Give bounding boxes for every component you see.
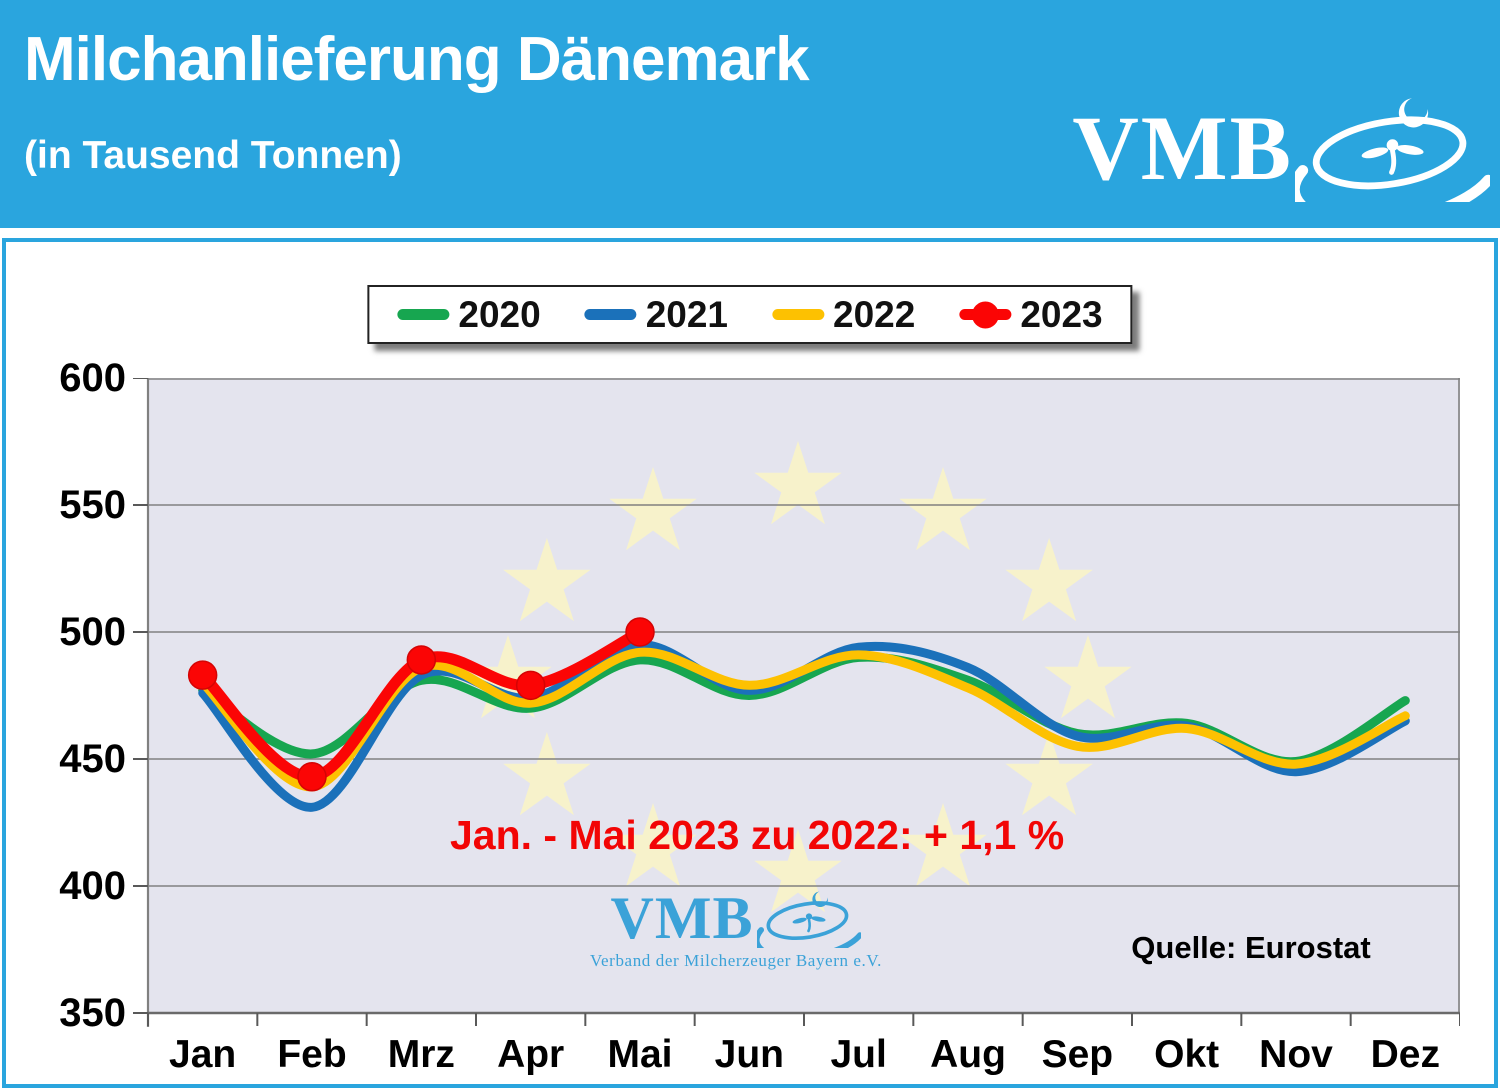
legend-swatch-2023 bbox=[959, 301, 1012, 328]
y-tick-label-550: 550 bbox=[59, 483, 126, 527]
source-label: Quelle: Eurostat bbox=[1131, 930, 1371, 965]
eu-stars-watermark bbox=[464, 441, 1132, 913]
y-tick-label-450: 450 bbox=[59, 737, 126, 781]
x-tick-label-Jul: Jul bbox=[830, 1033, 887, 1076]
vmb-watermark: VMB Verband der Milcherzeuger Baye bbox=[561, 888, 911, 971]
eu-star-icon bbox=[754, 829, 842, 913]
legend-item-2022: 2022 bbox=[772, 296, 915, 333]
y-tick-label-350: 350 bbox=[59, 991, 126, 1035]
legend-swatch-2022 bbox=[772, 309, 824, 320]
y-tick-label-500: 500 bbox=[59, 610, 126, 654]
x-tick-label-Jun: Jun bbox=[714, 1033, 784, 1076]
eu-star-icon bbox=[1044, 635, 1132, 719]
vmb-watermark-row: VMB bbox=[611, 888, 862, 948]
x-tick-label-Mai: Mai bbox=[607, 1033, 673, 1076]
x-tick-label-Aug: Aug bbox=[930, 1033, 1006, 1076]
legend-item-2021: 2021 bbox=[584, 294, 728, 335]
x-tick-label-Apr: Apr bbox=[497, 1033, 565, 1076]
eu-star-icon bbox=[1005, 732, 1093, 816]
vmb-watermark-swirl-icon bbox=[757, 891, 862, 948]
eu-star-icon bbox=[503, 538, 591, 622]
data-point-marker bbox=[515, 670, 546, 701]
legend-item-2023: 2023 bbox=[959, 294, 1103, 335]
eu-star-icon bbox=[1005, 538, 1093, 622]
eu-star-icon bbox=[899, 467, 987, 551]
eu-star-icon bbox=[464, 635, 552, 719]
y-tick-label-600: 600 bbox=[59, 356, 126, 400]
data-point-marker bbox=[406, 645, 437, 675]
vmb-watermark-caption: Verband der Milcherzeuger Bayern e.V. bbox=[590, 951, 882, 970]
page-subtitle: (in Tausend Tonnen) bbox=[24, 134, 402, 177]
x-tick-label-Feb: Feb bbox=[277, 1033, 347, 1076]
data-point-marker bbox=[187, 660, 218, 690]
legend-label-2022: 2022 bbox=[833, 294, 916, 335]
eu-star-icon bbox=[899, 803, 987, 887]
x-tick-label-Jan: Jan bbox=[169, 1033, 237, 1076]
eu-star-icon bbox=[609, 467, 697, 551]
legend-label-2020: 2020 bbox=[458, 294, 541, 335]
x-tick-label-Dez: Dez bbox=[1370, 1033, 1440, 1076]
legend-label-2021: 2021 bbox=[645, 294, 728, 335]
chart-legend: 2020 2021 2022 2023 bbox=[367, 285, 1133, 344]
page-title: Milchanlieferung Dänemark bbox=[24, 25, 810, 94]
x-tick-label-Mrz: Mrz bbox=[387, 1033, 455, 1076]
axis-ticks bbox=[133, 378, 1460, 1026]
legend-swatch-2020 bbox=[397, 309, 450, 320]
x-tick-label-Nov: Nov bbox=[1259, 1033, 1333, 1076]
legend-marker-dot bbox=[971, 301, 999, 328]
vmb-logo-swirl-icon bbox=[1295, 98, 1490, 202]
gridlines bbox=[148, 378, 1460, 1013]
legend-label-2023: 2023 bbox=[1020, 294, 1103, 335]
eu-star-icon bbox=[754, 441, 842, 525]
annotation-label: Jan. - Mai 2023 zu 2022: + 1,1 % bbox=[450, 812, 1065, 858]
x-tick-label-Sep: Sep bbox=[1041, 1033, 1114, 1076]
header-banner: Milchanlieferung Dänemark (in Tausend To… bbox=[0, 0, 1500, 228]
x-tick-label-Okt: Okt bbox=[1154, 1033, 1220, 1076]
data-point-marker bbox=[297, 762, 327, 792]
legend-swatch-2021 bbox=[584, 309, 637, 320]
vmb-watermark-text: VMB bbox=[610, 885, 754, 951]
vmb-logo: VMB bbox=[1072, 94, 1490, 202]
chart-card: 2020 2021 2022 2023 600 550 500 450 400 350 Jan F… bbox=[2, 238, 1498, 1088]
eu-star-icon bbox=[503, 732, 591, 816]
legend-item-2020: 2020 bbox=[397, 294, 541, 335]
eu-star-icon bbox=[609, 803, 697, 887]
chart-plot bbox=[133, 378, 1460, 1027]
vmb-logo-text: VMB bbox=[1072, 97, 1293, 199]
series-markers-2023 bbox=[187, 617, 655, 792]
y-tick-label-400: 400 bbox=[59, 864, 126, 908]
data-point-marker bbox=[625, 617, 655, 647]
